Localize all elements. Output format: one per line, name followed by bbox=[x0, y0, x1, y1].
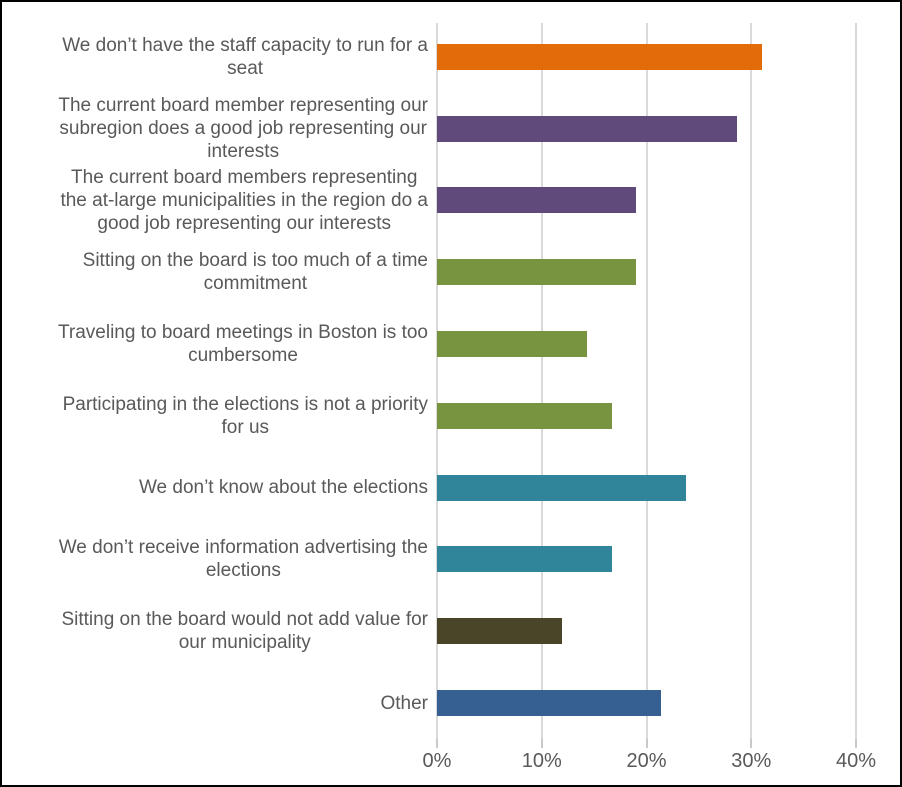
category-label: The current board member representing ou… bbox=[58, 95, 428, 163]
tick-mark bbox=[436, 739, 438, 748]
bar bbox=[437, 546, 612, 573]
label-cell: Participating in the elections is not a … bbox=[2, 393, 437, 439]
bar bbox=[437, 690, 662, 717]
bar bbox=[437, 187, 637, 214]
chart-row: We don’t receive information advertising… bbox=[2, 524, 900, 596]
category-label: We don’t know about the elections bbox=[138, 477, 428, 499]
tick-mark bbox=[855, 739, 857, 748]
bar-track bbox=[437, 474, 856, 501]
bar-track bbox=[437, 690, 856, 717]
bar-track bbox=[437, 331, 856, 358]
chart-row: Sitting on the board would not add value… bbox=[2, 595, 900, 667]
x-tick-label: 20% bbox=[626, 750, 667, 772]
bar bbox=[437, 43, 762, 70]
bar-track bbox=[437, 618, 856, 645]
label-cell: The current board member representing ou… bbox=[2, 94, 437, 163]
bar bbox=[437, 331, 587, 358]
label-cell: Traveling to board meetings in Boston is… bbox=[2, 321, 437, 367]
bar-track bbox=[437, 546, 856, 573]
bar-track bbox=[437, 187, 856, 214]
chart-row: Sitting on the board is too much of a ti… bbox=[2, 236, 900, 308]
tick-mark bbox=[540, 739, 543, 748]
x-axis: 0% 10% 20% 30% 40% bbox=[423, 750, 876, 776]
label-cell: We don’t receive information advertising… bbox=[2, 536, 437, 582]
bar bbox=[437, 115, 737, 142]
chart-row: Other bbox=[2, 667, 900, 739]
bar-track bbox=[437, 259, 856, 286]
category-label: Sitting on the board would not add value… bbox=[61, 609, 428, 654]
x-tick-label: 30% bbox=[731, 750, 772, 772]
chart-row: Traveling to board meetings in Boston is… bbox=[2, 308, 900, 380]
chart-row: The current board member representing ou… bbox=[2, 93, 900, 165]
bar bbox=[437, 259, 637, 286]
chart-row: The current board members representing t… bbox=[2, 165, 900, 237]
chart-row: Participating in the elections is not a … bbox=[2, 380, 900, 452]
label-cell: The current board members representing t… bbox=[2, 166, 437, 235]
label-cell: We don’t know about the elections bbox=[2, 476, 437, 499]
bar-track bbox=[437, 115, 856, 142]
category-label: Other bbox=[380, 692, 428, 714]
label-cell: Sitting on the board is too much of a ti… bbox=[2, 249, 437, 295]
category-label: Participating in the elections is not a … bbox=[62, 393, 428, 438]
axis-tick-marks bbox=[436, 739, 857, 748]
bar-track bbox=[437, 402, 856, 429]
category-label: We don’t receive information advertising… bbox=[58, 537, 428, 582]
category-label: We don’t have the staff capacity to run … bbox=[62, 34, 428, 79]
label-cell: We don’t have the staff capacity to run … bbox=[2, 34, 437, 80]
x-tick-label: 0% bbox=[422, 750, 452, 772]
category-label: Traveling to board meetings in Boston is… bbox=[58, 322, 428, 367]
bar bbox=[437, 474, 687, 501]
bar bbox=[437, 402, 612, 429]
category-label: Sitting on the board is too much of a ti… bbox=[82, 250, 428, 295]
x-tick-label: 40% bbox=[835, 750, 877, 772]
tick-mark bbox=[750, 739, 753, 748]
chart-row: We don’t have the staff capacity to run … bbox=[2, 21, 900, 93]
chart-row: We don’t know about the elections bbox=[2, 452, 900, 524]
bar-track bbox=[437, 43, 856, 70]
plot-area: We don’t have the staff capacity to run … bbox=[2, 21, 900, 739]
label-cell: Other bbox=[2, 692, 437, 715]
x-tick-label: 10% bbox=[521, 750, 562, 772]
bar bbox=[437, 618, 562, 645]
category-label: The current board members representing t… bbox=[60, 166, 428, 234]
chart-rows: We don’t have the staff capacity to run … bbox=[2, 21, 900, 739]
label-cell: Sitting on the board would not add value… bbox=[2, 608, 437, 654]
tick-mark bbox=[645, 739, 648, 748]
